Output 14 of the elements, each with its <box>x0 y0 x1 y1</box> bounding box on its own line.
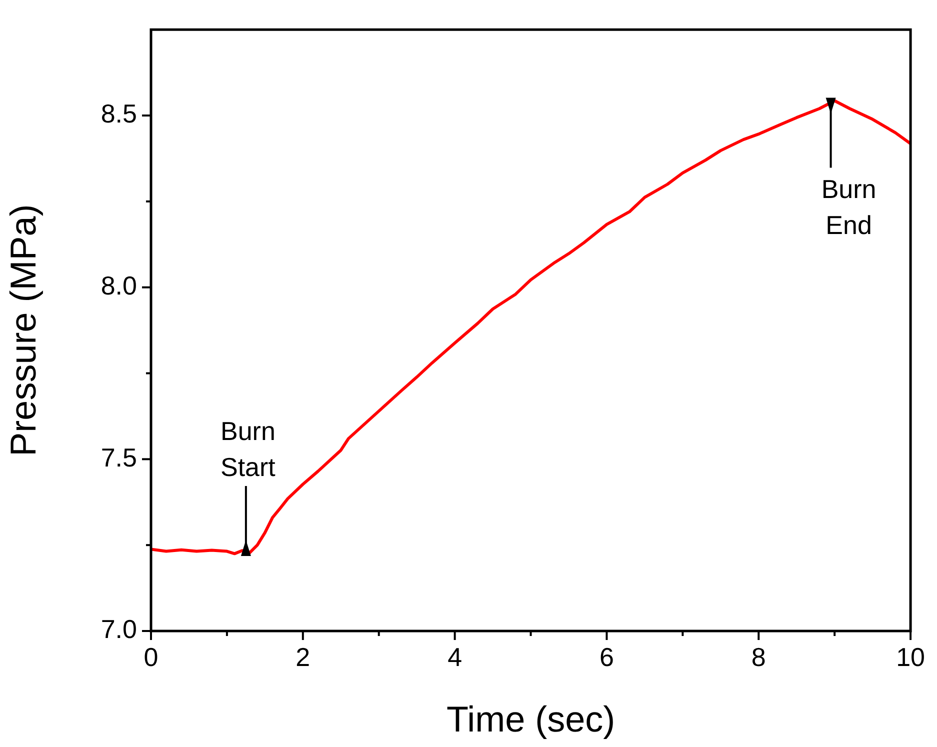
x-tick-label: 8 <box>751 642 766 672</box>
y-axis-title: Pressure (MPa) <box>2 204 44 456</box>
annotation: Burn Start <box>220 416 276 482</box>
x-tick-label: 4 <box>448 642 462 672</box>
y-tick-label: 8.5 <box>100 98 137 129</box>
annotation: Burn End <box>821 174 876 240</box>
x-axis-title: Time (sec) <box>446 698 616 740</box>
x-tick-label: 10 <box>896 642 925 672</box>
x-tick-label: 0 <box>144 642 158 672</box>
y-tick-label: 8.0 <box>100 270 137 301</box>
x-tick-label: 2 <box>296 642 310 672</box>
x-tick-label: 6 <box>599 642 614 672</box>
y-tick-label: 7.0 <box>100 614 137 644</box>
y-tick-label: 7.5 <box>100 442 137 472</box>
